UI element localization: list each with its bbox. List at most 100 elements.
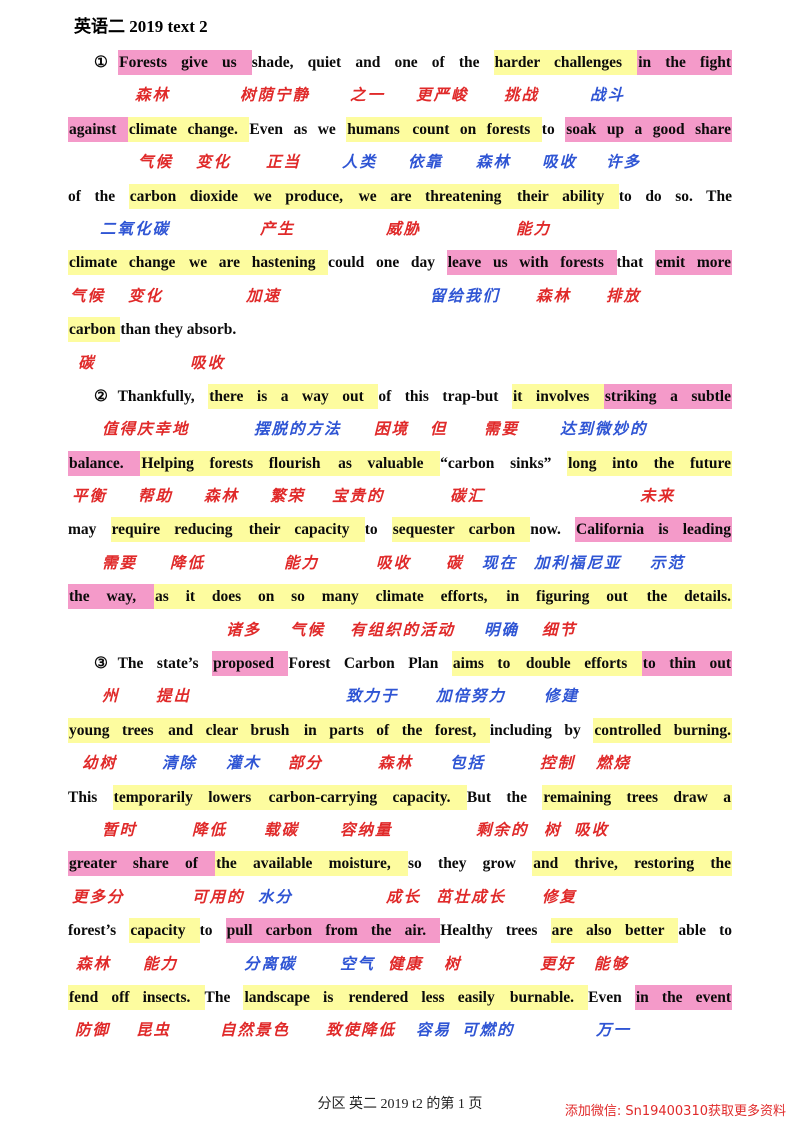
highlighted-english-segment: climate change xyxy=(68,250,189,276)
chinese-annotation: 树 xyxy=(544,820,562,839)
chinese-annotation: 吸收 xyxy=(190,353,226,372)
chinese-annotation: 未来 xyxy=(640,487,676,506)
chinese-annotation: 燃烧 xyxy=(596,754,632,773)
chinese-annotation: 致使降低 xyxy=(326,1021,397,1040)
english-text-segment: now. xyxy=(530,521,576,539)
highlighted-english-segment: in figuring out xyxy=(505,584,646,610)
highlighted-english-segment: we produce, xyxy=(252,183,358,209)
english-text-segment: to xyxy=(199,922,226,940)
chinese-annotation: 树荫宁静 xyxy=(240,86,311,105)
chinese-annotation-line: 气候 变化 正当 人类 依靠 森林 吸收 许多 xyxy=(68,146,732,179)
chinese-annotation: 茁壮成长 xyxy=(436,887,507,906)
highlighted-english-segment: double efforts xyxy=(524,651,642,677)
highlighted-english-segment: the available moisture, xyxy=(215,851,409,877)
chinese-annotation: 能力 xyxy=(284,553,320,572)
english-text-segment: ② xyxy=(94,387,118,405)
english-text-segment: The state’s xyxy=(117,655,213,673)
english-text-segment: than they absorb. xyxy=(120,321,237,339)
chinese-annotation: 气候 xyxy=(138,153,174,172)
chinese-annotation: 留给我们 xyxy=(430,286,501,305)
chinese-annotation-line: 需要 降低 能力 吸收 碳现在 加利福尼亚 示范 xyxy=(68,547,732,580)
highlighted-english-segment: remaining trees draw a xyxy=(542,784,732,810)
highlighted-english-segment: soak up a good share xyxy=(565,116,732,142)
highlighted-english-segment: and clear brush xyxy=(167,717,303,743)
highlighted-english-segment: fend off insects. xyxy=(68,984,205,1010)
chinese-annotation: 加速 xyxy=(246,286,282,305)
chinese-annotation: 帮助 xyxy=(138,487,174,506)
chinese-annotation: 排放 xyxy=(606,286,642,305)
chinese-annotation-line: 更多分 可用的 水分 成长 茁壮成长 修复 xyxy=(68,881,732,914)
chinese-annotation: 自然景色 xyxy=(220,1021,291,1040)
highlighted-english-segment: their ability xyxy=(515,183,619,209)
english-line: greater share of the available moisture,… xyxy=(68,847,732,880)
english-line: against climate change. Even as we human… xyxy=(68,113,732,146)
highlighted-english-segment: capacity xyxy=(129,918,200,944)
chinese-annotation: 需要 xyxy=(484,420,520,439)
chinese-annotation: 万一 xyxy=(596,1021,632,1040)
highlighted-english-segment: Forests give us xyxy=(118,50,252,75)
english-text-segment: to do so. The xyxy=(618,187,733,205)
chinese-annotation: 但 xyxy=(430,420,448,439)
highlighted-english-segment: climate change. xyxy=(127,116,250,142)
highlighted-english-segment: harder challenges xyxy=(493,50,638,75)
chinese-annotation: 幼树 xyxy=(82,754,118,773)
chinese-annotation: 森林 xyxy=(536,286,572,305)
highlighted-english-segment: rendered less easily xyxy=(347,984,509,1010)
chinese-annotation: 威胁 xyxy=(386,219,422,238)
english-text-segment: shade, quiet and xyxy=(251,54,395,71)
highlighted-english-segment: humans xyxy=(346,116,412,142)
chinese-annotation: 分离碳 xyxy=(244,954,297,973)
chinese-annotation: 之一 xyxy=(350,86,386,105)
chinese-annotation: 吸收 xyxy=(376,553,412,572)
english-text-segment: “carbon sinks” xyxy=(440,454,568,472)
chinese-annotation: 昆虫 xyxy=(136,1021,172,1040)
english-text-segment: forest’s xyxy=(68,922,130,940)
chinese-annotation: 能力 xyxy=(143,954,179,973)
chinese-annotation: 降低 xyxy=(192,820,228,839)
chinese-annotation: 繁荣 xyxy=(270,487,306,506)
chinese-annotation: 吸收 xyxy=(574,820,610,839)
highlighted-english-segment: landscape is xyxy=(243,984,348,1010)
english-text-segment: one of the xyxy=(394,54,494,71)
english-text-segment: Forest Carbon Plan xyxy=(288,655,452,673)
english-text-segment: could one day xyxy=(328,254,447,272)
chinese-annotation: 值得庆幸地 xyxy=(102,420,190,439)
highlighted-english-segment: sequester carbon xyxy=(391,517,531,543)
chinese-annotation: 修复 xyxy=(542,887,578,906)
chinese-annotation: 能力 xyxy=(516,219,552,238)
highlighted-english-segment: it involves xyxy=(511,383,604,409)
highlighted-english-segment: pull carbon from the air. xyxy=(225,918,441,944)
chinese-annotation: 二氧化碳 xyxy=(100,219,171,238)
chinese-annotation-line: 平衡 帮助 森林 繁荣 宝贵的 碳汇 未来 xyxy=(68,480,732,513)
chinese-annotation-line: 气候 变化 加速 留给我们 森林 排放 xyxy=(68,280,732,313)
english-text-segment: of this trap-but xyxy=(378,387,512,405)
chinese-annotation: 宝贵的 xyxy=(332,487,385,506)
chinese-annotation: 依靠 xyxy=(408,153,444,172)
highlighted-english-segment: in the event xyxy=(634,984,732,1010)
highlighted-english-segment: are also better xyxy=(550,918,679,944)
english-text-segment: able to xyxy=(678,922,733,940)
chinese-annotation: 困境 xyxy=(374,420,410,439)
chinese-annotation: 碳 xyxy=(446,553,464,572)
highlighted-english-segment: long into the future xyxy=(567,450,732,476)
page-title: 英语二 2019 text 2 xyxy=(74,17,208,36)
chinese-annotation-line: 森林 能力 分离碳 空气 健康 树 更好 能够 xyxy=(68,948,732,981)
chinese-annotation: 碳汇 xyxy=(450,487,486,506)
chinese-annotation-line: 幼树 清除 灌木 部分 森林 包括 控制 燃烧 xyxy=(68,747,732,780)
chinese-annotation: 加利福尼亚 xyxy=(534,553,622,572)
chinese-annotation-line: 防御 昆虫 自然景色 致使降低 容易 可燃的 万一 xyxy=(68,1014,732,1047)
english-line: the way, as it does on so many climate e… xyxy=(68,580,732,613)
highlighted-english-segment: as it does on so many climate efforts, xyxy=(154,584,506,610)
chinese-annotation: 吸收 xyxy=(542,153,578,172)
chinese-annotation: 森林 xyxy=(76,954,112,973)
chinese-annotation: 森林 xyxy=(378,754,414,773)
chinese-annotation: 载碳 xyxy=(264,820,300,839)
chinese-annotation: 降低 xyxy=(170,553,206,572)
chinese-annotation: 现在 xyxy=(482,553,518,572)
chinese-annotation: 挑战 xyxy=(504,86,540,105)
chinese-annotation-line: 暂时 降低 载碳 容纳量 剩余的树吸收 xyxy=(68,814,732,847)
english-line: carbon than they absorb. xyxy=(68,313,732,346)
highlighted-english-segment: burnable. xyxy=(508,984,589,1010)
footer-page-label: 分区 英二 2019 t2 的第 1 页 xyxy=(317,1097,483,1112)
